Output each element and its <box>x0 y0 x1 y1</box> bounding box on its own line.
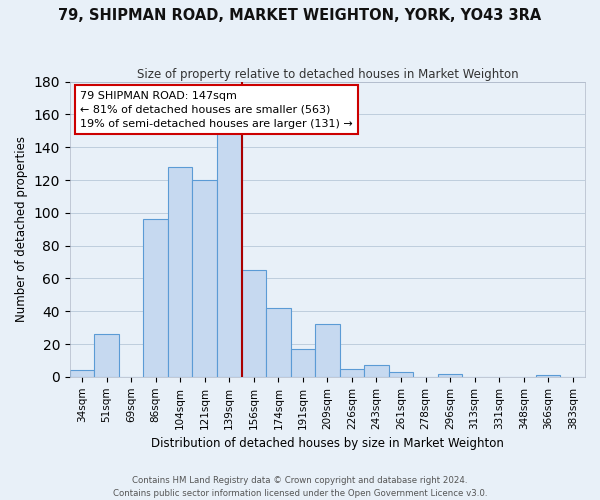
Bar <box>193 180 217 377</box>
Bar <box>168 167 193 377</box>
Bar <box>94 334 119 377</box>
Text: 79, SHIPMAN ROAD, MARKET WEIGHTON, YORK, YO43 3RA: 79, SHIPMAN ROAD, MARKET WEIGHTON, YORK,… <box>58 8 542 22</box>
Bar <box>389 372 413 377</box>
Title: Size of property relative to detached houses in Market Weighton: Size of property relative to detached ho… <box>137 68 518 80</box>
Bar <box>340 368 364 377</box>
Bar <box>70 370 94 377</box>
Text: 79 SHIPMAN ROAD: 147sqm
← 81% of detached houses are smaller (563)
19% of semi-d: 79 SHIPMAN ROAD: 147sqm ← 81% of detache… <box>80 90 353 128</box>
Text: Contains HM Land Registry data © Crown copyright and database right 2024.
Contai: Contains HM Land Registry data © Crown c… <box>113 476 487 498</box>
Bar <box>536 375 560 377</box>
Bar <box>217 131 242 377</box>
Bar <box>242 270 266 377</box>
Bar <box>364 366 389 377</box>
X-axis label: Distribution of detached houses by size in Market Weighton: Distribution of detached houses by size … <box>151 437 504 450</box>
Bar <box>315 324 340 377</box>
Bar <box>266 308 290 377</box>
Y-axis label: Number of detached properties: Number of detached properties <box>15 136 28 322</box>
Bar <box>438 374 463 377</box>
Bar <box>290 349 315 377</box>
Bar <box>143 220 168 377</box>
